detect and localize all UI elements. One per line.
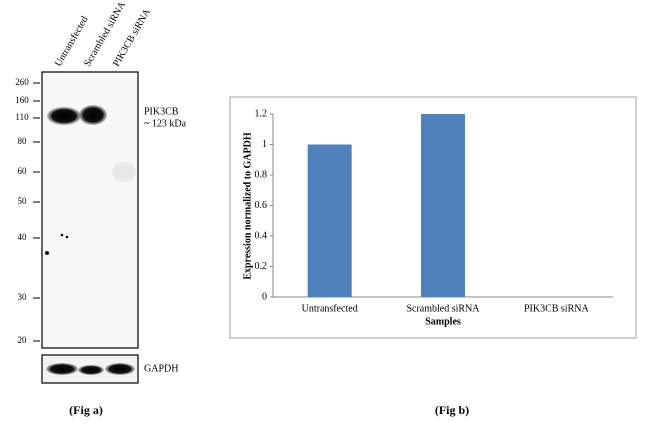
control-band [46, 363, 78, 375]
caption: (Fig b) [435, 403, 469, 417]
marker-label: 80 [18, 136, 28, 146]
y-axis-label: Expression normalized to GAPDH [242, 132, 253, 280]
x-tick-label: PIK3CB siRNA [524, 303, 590, 314]
y-tick-label: 0.8 [255, 169, 268, 180]
marker-label: 40 [18, 232, 28, 242]
marker-label: 160 [15, 95, 29, 105]
caption: (Fig a) [69, 403, 103, 417]
y-tick-label: 0 [262, 291, 267, 302]
bar [421, 114, 465, 297]
marker-label: 260 [15, 77, 29, 87]
x-tick-label: Untransfected [302, 303, 358, 314]
control-band [78, 365, 104, 375]
y-tick-label: 1.2 [255, 108, 268, 119]
bar [307, 144, 352, 297]
y-tick-label: 1 [262, 139, 267, 150]
band-label: PIK3CB [144, 106, 179, 117]
band-size: ~ 123 kDa [144, 118, 187, 129]
blot-speck [60, 233, 64, 237]
blot-smear [112, 162, 136, 182]
y-tick-label: 0.6 [255, 200, 268, 211]
marker-label: 50 [18, 196, 28, 206]
control-label: GAPDH [144, 363, 178, 374]
marker-label: 60 [18, 166, 28, 176]
marker-label: 110 [15, 112, 29, 122]
x-axis-label: Samples [425, 316, 461, 327]
marker-label: 20 [18, 335, 28, 345]
x-tick-label: Scrambled siRNA [406, 303, 480, 314]
blot-speck [65, 235, 69, 239]
control-band [105, 363, 135, 375]
y-tick-label: 0.2 [255, 261, 268, 272]
blot-speck [45, 251, 49, 255]
blot-band [79, 105, 107, 125]
blot-band [47, 107, 81, 125]
y-tick-label: 0.4 [255, 230, 268, 241]
marker-label: 30 [18, 292, 28, 302]
